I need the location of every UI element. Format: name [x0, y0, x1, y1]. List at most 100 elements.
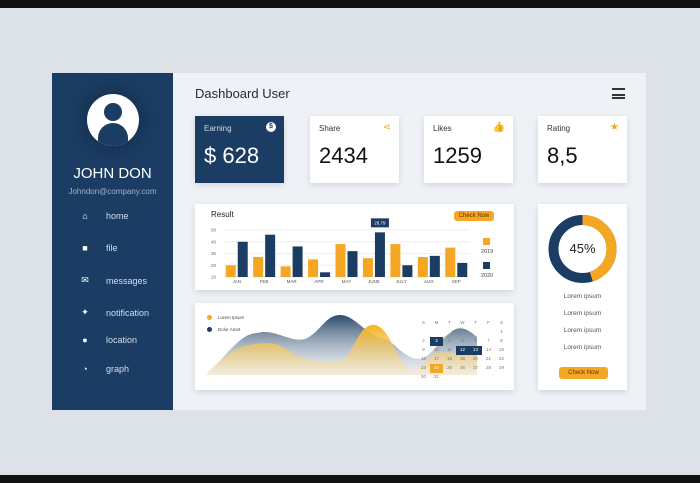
result-card: Result Check Now 10 20 30 40 50 JAN FEB MAR APR M…	[195, 204, 514, 290]
bar-2020-feb	[265, 234, 276, 277]
star-icon: ★	[610, 122, 619, 133]
location-icon: ●	[82, 335, 88, 345]
x-tick-label: MAR	[287, 279, 298, 284]
calendar-day[interactable]: 29	[498, 365, 504, 370]
bar-2019-july	[390, 244, 401, 277]
legend-label: 2020	[481, 273, 493, 279]
sidebar-item-graph[interactable]: ◔ graph	[78, 364, 129, 374]
y-tick-label: 40	[211, 239, 217, 244]
calendar-day[interactable]: 3	[430, 337, 443, 346]
main-panel: Dashboard User Earning $ $ 628 Share ⋖ 2434 Li…	[173, 73, 646, 410]
list-item: Lorem ipsum	[563, 310, 602, 317]
stat-label: Likes	[433, 124, 452, 133]
chart-title: Result	[211, 210, 234, 219]
calendar-day[interactable]: 2	[422, 338, 425, 343]
user-name: JOHN DON	[73, 165, 152, 182]
menu-icon[interactable]	[612, 88, 625, 99]
bar-2019-jan	[225, 265, 236, 277]
calendar-day[interactable]: 24	[430, 364, 443, 373]
sidebar-item-label: graph	[106, 364, 130, 374]
bar-2019-may	[335, 244, 346, 277]
legend-label: Dolor Amet	[218, 327, 241, 332]
sidebar-item-label: notification	[106, 307, 150, 318]
sidebar-item-home[interactable]: ⌂ home	[78, 211, 128, 221]
calendar-day[interactable]: 10	[433, 347, 439, 352]
calendar-day[interactable]: 28	[485, 365, 491, 370]
avatar[interactable]	[87, 94, 139, 146]
donut-chart	[548, 215, 617, 283]
calendar-day[interactable]: 26	[459, 365, 465, 370]
bar-2020-sep	[457, 262, 468, 277]
donut-slice-45	[548, 215, 617, 283]
calendar-weekday: T	[474, 320, 477, 325]
calendar-day[interactable]: 1	[500, 329, 503, 334]
area-chart	[207, 315, 477, 375]
calendar-day	[417, 328, 430, 337]
sidebar-item-messages[interactable]: ✉ messages	[78, 275, 147, 286]
y-tick-label: 50	[211, 228, 217, 233]
bar-2019-apr	[308, 259, 319, 277]
y-tick-label: 20	[211, 263, 217, 268]
legend-swatch-navy	[207, 327, 212, 332]
calendar-day[interactable]: 9	[422, 347, 425, 352]
list-item: Lorem ipsum	[563, 344, 602, 351]
x-tick-label: JAN	[232, 279, 241, 284]
x-tick-label: APR	[314, 279, 324, 284]
calendar-weekday: W	[460, 320, 465, 325]
calendar-day[interactable]: 4	[448, 338, 451, 343]
calendar-day[interactable]: 14	[485, 347, 491, 352]
calendar-day[interactable]: 16	[420, 356, 426, 361]
sidebar-item-location[interactable]: ● location	[78, 335, 137, 345]
legend-label: 2019	[481, 249, 493, 255]
calendar-day[interactable]: 30	[420, 374, 426, 379]
legend-swatch-orange	[207, 315, 212, 320]
calendar-day[interactable]: 21	[485, 356, 491, 361]
stat-label: Share	[319, 124, 341, 133]
x-tick-label: AUG	[424, 279, 434, 284]
calendar-day[interactable]: 31	[433, 374, 439, 379]
stat-label: Rating	[547, 124, 571, 133]
bar-2020-mar	[292, 246, 303, 277]
y-tick-label: 10	[211, 275, 217, 280]
sidebar-item-file[interactable]: ■ file	[78, 243, 117, 253]
bar-chart: 10 20 30 40 50 JAN FEB MAR APR MAY JUNE JULY AUG SEP 2…	[211, 218, 493, 284]
x-tick-label: FEB	[260, 279, 269, 284]
check-now-button[interactable]: Check Now	[559, 367, 608, 379]
area-series-lorem-ipsum	[207, 324, 477, 375]
share-icon: ⋖	[382, 122, 391, 133]
calendar-day[interactable]: 23	[420, 365, 426, 370]
home-icon: ⌂	[82, 211, 88, 221]
calendar-day[interactable]: 20	[472, 356, 478, 361]
list-item: Lorem ipsum	[563, 327, 602, 334]
dollar-icon: $	[266, 122, 276, 132]
calendar-day[interactable]: 22	[498, 356, 504, 361]
check-now-button[interactable]: Check Now	[454, 211, 494, 221]
calendar-day[interactable]: 11	[447, 347, 452, 352]
calendar-day[interactable]: 8	[500, 338, 503, 343]
calendar-day[interactable]: 25	[446, 365, 452, 370]
calendar-weekday: F	[487, 320, 490, 325]
calendar-day[interactable]: 7	[487, 338, 490, 343]
x-tick-label: SEP	[452, 279, 461, 284]
x-tick-label: MAY	[342, 279, 351, 284]
stat-card-rating[interactable]: Rating ★ 8,5	[538, 116, 627, 183]
photo-border	[0, 0, 700, 8]
sidebar-item-label: location	[106, 335, 138, 345]
calendar-day[interactable]: 15	[498, 347, 504, 352]
calendar-day[interactable]: 18	[446, 356, 452, 361]
stat-card-share[interactable]: Share ⋖ 2434	[310, 116, 399, 183]
calendar-day[interactable]: 12	[456, 346, 469, 355]
stat-card-likes[interactable]: Likes 👍 1259	[424, 116, 513, 183]
bar-2019-mar	[280, 266, 291, 277]
stat-card-earning[interactable]: Earning $ $ 628	[195, 116, 284, 183]
calendar-day[interactable]: 27	[472, 365, 478, 370]
calendar-day[interactable]: 5	[461, 338, 464, 343]
calendar-day[interactable]: 19	[459, 356, 465, 361]
calendar-day	[443, 328, 456, 337]
calendar-day[interactable]: 13	[469, 346, 482, 355]
bar-2020-june	[374, 232, 385, 277]
calendar-day[interactable]: 6	[474, 338, 477, 343]
sidebar-item-notification[interactable]: ✦ notification	[78, 307, 149, 318]
stat-value: $ 628	[204, 143, 260, 168]
calendar-day[interactable]: 17	[433, 356, 439, 361]
